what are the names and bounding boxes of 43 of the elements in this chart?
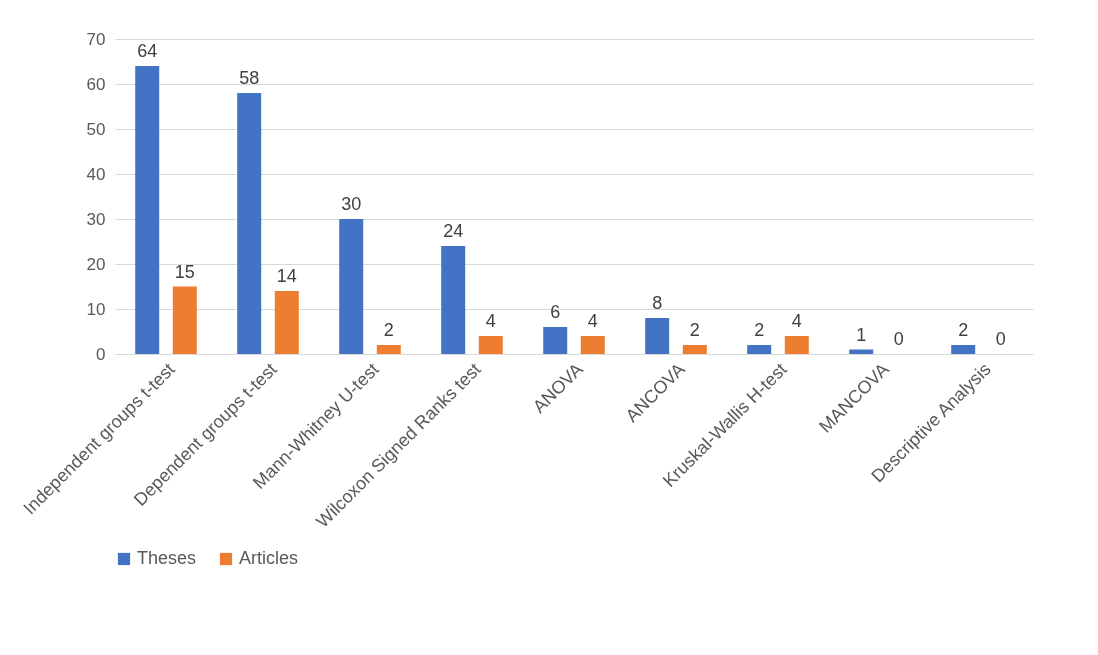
bar	[543, 327, 568, 354]
bar	[274, 291, 299, 354]
y-tick-label: 50	[86, 119, 106, 139]
bar	[172, 286, 197, 354]
y-tick-label: 20	[86, 254, 106, 274]
bar	[951, 345, 976, 354]
bar	[478, 336, 503, 354]
bar	[135, 66, 160, 354]
data-label: 24	[443, 221, 464, 241]
data-label: 58	[239, 68, 260, 88]
data-label: 4	[791, 311, 802, 331]
y-tick-label: 60	[86, 74, 106, 94]
data-label: 30	[341, 194, 362, 214]
bar	[682, 345, 707, 354]
legend-label: Articles	[239, 548, 299, 568]
bar	[441, 246, 466, 354]
bar	[784, 336, 809, 354]
data-label: 2	[383, 320, 394, 340]
data-label: 8	[652, 293, 663, 313]
data-label: 2	[689, 320, 700, 340]
bar	[376, 345, 401, 354]
y-tick-label: 0	[96, 344, 106, 364]
bar	[237, 93, 262, 354]
data-label: 4	[587, 311, 598, 331]
y-tick-label: 10	[86, 299, 106, 319]
data-label: 64	[137, 41, 158, 61]
data-label: 2	[958, 320, 969, 340]
y-tick-label: 70	[86, 29, 106, 49]
data-label: 0	[893, 329, 904, 349]
data-label: 1	[856, 324, 867, 345]
bar	[645, 318, 670, 354]
y-tick-label: 30	[86, 209, 106, 229]
data-label: 2	[754, 320, 765, 340]
data-label: 14	[276, 266, 297, 286]
legend-label: Theses	[137, 548, 197, 568]
bar	[339, 219, 364, 354]
data-label: 0	[995, 329, 1006, 349]
bar	[747, 345, 772, 354]
data-label: 15	[174, 261, 195, 282]
bar	[580, 336, 605, 354]
data-label: 6	[550, 302, 561, 322]
y-tick-label: 40	[86, 164, 106, 184]
data-label: 4	[485, 311, 496, 331]
